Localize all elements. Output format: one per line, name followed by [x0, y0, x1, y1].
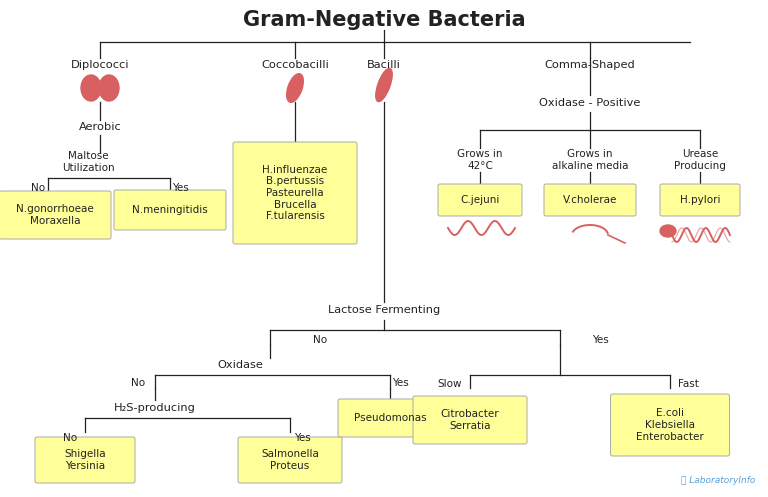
Text: Comma-Shaped: Comma-Shaped — [545, 60, 635, 70]
Text: C.jejuni: C.jejuni — [460, 195, 500, 205]
Text: N.gonorrhoeae
Moraxella: N.gonorrhoeae Moraxella — [16, 204, 94, 226]
Text: Yes: Yes — [293, 433, 310, 443]
Text: Yes: Yes — [392, 378, 409, 388]
Text: H.influenzae
B.pertussis
Pasteurella
Brucella
F.tularensis: H.influenzae B.pertussis Pasteurella Bru… — [263, 165, 328, 221]
Text: Grows in
42°C: Grows in 42°C — [457, 149, 503, 171]
Text: Aerobic: Aerobic — [78, 122, 121, 132]
Text: Urease
Producing: Urease Producing — [674, 149, 726, 171]
Text: H₂S-producing: H₂S-producing — [114, 403, 196, 413]
Text: Maltose
Utilization: Maltose Utilization — [61, 151, 114, 173]
Text: Bacilli: Bacilli — [367, 60, 401, 70]
Text: Oxidase - Positive: Oxidase - Positive — [539, 98, 641, 108]
Text: Yes: Yes — [591, 335, 608, 345]
Text: Slow: Slow — [438, 379, 462, 389]
Text: V.cholerae: V.cholerae — [563, 195, 617, 205]
Ellipse shape — [81, 75, 101, 101]
Text: Gram-Negative Bacteria: Gram-Negative Bacteria — [243, 10, 525, 30]
Text: Salmonella
Proteus: Salmonella Proteus — [261, 449, 319, 471]
Text: E.coli
Klebsiella
Enterobacter: E.coli Klebsiella Enterobacter — [636, 409, 704, 442]
Text: Pseudomonas: Pseudomonas — [354, 413, 426, 423]
Text: No: No — [63, 433, 77, 443]
Text: H.pylori: H.pylori — [680, 195, 720, 205]
Text: Diplococci: Diplococci — [71, 60, 129, 70]
Text: Ⓛ LaboratoryInfo: Ⓛ LaboratoryInfo — [680, 476, 755, 485]
FancyBboxPatch shape — [338, 399, 442, 437]
FancyBboxPatch shape — [238, 437, 342, 483]
Text: N.meningitidis: N.meningitidis — [132, 205, 208, 215]
Ellipse shape — [660, 225, 676, 237]
Ellipse shape — [99, 75, 119, 101]
FancyBboxPatch shape — [233, 142, 357, 244]
FancyBboxPatch shape — [35, 437, 135, 483]
Text: No: No — [313, 335, 327, 345]
Ellipse shape — [376, 69, 392, 101]
FancyBboxPatch shape — [438, 184, 522, 216]
Text: Coccobacilli: Coccobacilli — [261, 60, 329, 70]
FancyBboxPatch shape — [114, 190, 226, 230]
Ellipse shape — [286, 74, 303, 102]
FancyBboxPatch shape — [413, 396, 527, 444]
FancyBboxPatch shape — [544, 184, 636, 216]
Text: Fast: Fast — [677, 379, 698, 389]
FancyBboxPatch shape — [0, 191, 111, 239]
Text: Lactose Fermenting: Lactose Fermenting — [328, 305, 440, 315]
Text: Oxidase: Oxidase — [217, 360, 263, 370]
FancyBboxPatch shape — [611, 394, 730, 456]
Text: No: No — [131, 378, 145, 388]
Text: Yes: Yes — [171, 183, 188, 193]
Text: Grows in
alkaline media: Grows in alkaline media — [551, 149, 628, 171]
Text: No: No — [31, 183, 45, 193]
Text: Shigella
Yersinia: Shigella Yersinia — [65, 449, 106, 471]
FancyBboxPatch shape — [660, 184, 740, 216]
Text: Citrobacter
Serratia: Citrobacter Serratia — [441, 409, 499, 431]
